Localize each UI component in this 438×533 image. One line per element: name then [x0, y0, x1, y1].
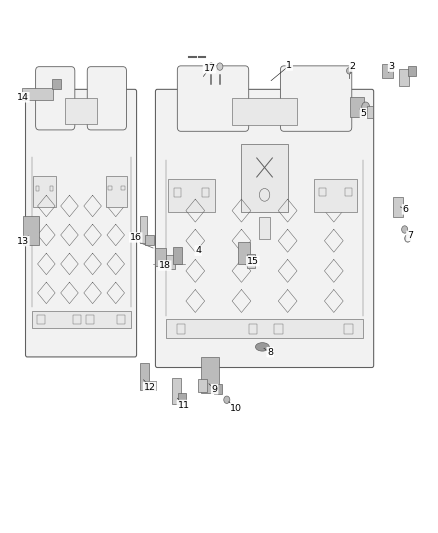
Text: 5: 5: [360, 109, 367, 118]
FancyBboxPatch shape: [155, 248, 166, 266]
FancyBboxPatch shape: [198, 379, 207, 392]
Text: 17: 17: [204, 63, 215, 72]
FancyBboxPatch shape: [23, 216, 39, 245]
Bar: [241, 143, 288, 212]
FancyBboxPatch shape: [350, 97, 364, 117]
Text: 1: 1: [286, 61, 292, 70]
FancyBboxPatch shape: [408, 66, 416, 76]
FancyBboxPatch shape: [22, 88, 53, 100]
Bar: [106, 176, 127, 207]
FancyBboxPatch shape: [173, 247, 182, 264]
Bar: [35, 186, 39, 190]
Bar: [259, 217, 270, 239]
FancyBboxPatch shape: [172, 377, 181, 404]
Bar: [37, 314, 45, 325]
Bar: [314, 179, 357, 212]
FancyBboxPatch shape: [399, 69, 409, 86]
Text: 16: 16: [130, 233, 142, 242]
FancyBboxPatch shape: [238, 242, 250, 264]
FancyBboxPatch shape: [393, 197, 403, 217]
Ellipse shape: [255, 343, 269, 351]
Text: 6: 6: [403, 205, 409, 214]
Bar: [166, 319, 364, 338]
Bar: [168, 179, 215, 212]
FancyBboxPatch shape: [177, 66, 249, 131]
Circle shape: [208, 63, 214, 70]
Text: 11: 11: [177, 401, 189, 409]
FancyBboxPatch shape: [178, 393, 187, 402]
Bar: [86, 314, 94, 325]
Bar: [32, 311, 131, 328]
Bar: [344, 324, 353, 334]
Bar: [249, 324, 257, 334]
Bar: [202, 188, 209, 197]
Text: 14: 14: [17, 93, 29, 102]
Text: 7: 7: [407, 231, 413, 240]
Text: 4: 4: [195, 246, 201, 255]
Circle shape: [405, 235, 411, 242]
Circle shape: [217, 63, 223, 70]
FancyBboxPatch shape: [381, 64, 393, 78]
FancyBboxPatch shape: [140, 216, 147, 243]
FancyBboxPatch shape: [25, 90, 137, 357]
Text: 18: 18: [159, 261, 171, 270]
Text: 2: 2: [350, 62, 356, 71]
FancyBboxPatch shape: [280, 66, 352, 131]
FancyBboxPatch shape: [155, 90, 374, 368]
Text: 13: 13: [17, 237, 29, 246]
FancyBboxPatch shape: [145, 381, 155, 390]
Bar: [117, 314, 125, 325]
FancyBboxPatch shape: [35, 67, 75, 130]
FancyBboxPatch shape: [52, 79, 60, 89]
Circle shape: [402, 226, 408, 233]
Text: 12: 12: [144, 383, 155, 392]
FancyBboxPatch shape: [214, 384, 223, 394]
Bar: [174, 188, 181, 197]
FancyBboxPatch shape: [140, 364, 149, 390]
Circle shape: [362, 102, 370, 111]
Text: 9: 9: [212, 385, 218, 394]
Bar: [319, 188, 326, 196]
FancyBboxPatch shape: [247, 254, 255, 268]
Bar: [177, 324, 185, 334]
Text: 8: 8: [267, 348, 273, 357]
Text: 15: 15: [247, 257, 259, 266]
Bar: [345, 188, 352, 196]
Bar: [121, 187, 125, 190]
Bar: [73, 314, 81, 325]
Text: 3: 3: [389, 62, 395, 71]
FancyBboxPatch shape: [87, 67, 127, 130]
FancyBboxPatch shape: [145, 235, 154, 245]
Bar: [109, 187, 112, 190]
FancyBboxPatch shape: [201, 357, 219, 393]
Circle shape: [224, 396, 230, 403]
FancyBboxPatch shape: [166, 255, 175, 269]
FancyBboxPatch shape: [367, 106, 374, 118]
Bar: [32, 176, 57, 207]
Circle shape: [346, 68, 352, 74]
Bar: [275, 324, 283, 334]
Text: 10: 10: [230, 403, 241, 413]
Bar: [50, 186, 53, 190]
Bar: [232, 98, 297, 125]
Bar: [65, 98, 97, 124]
